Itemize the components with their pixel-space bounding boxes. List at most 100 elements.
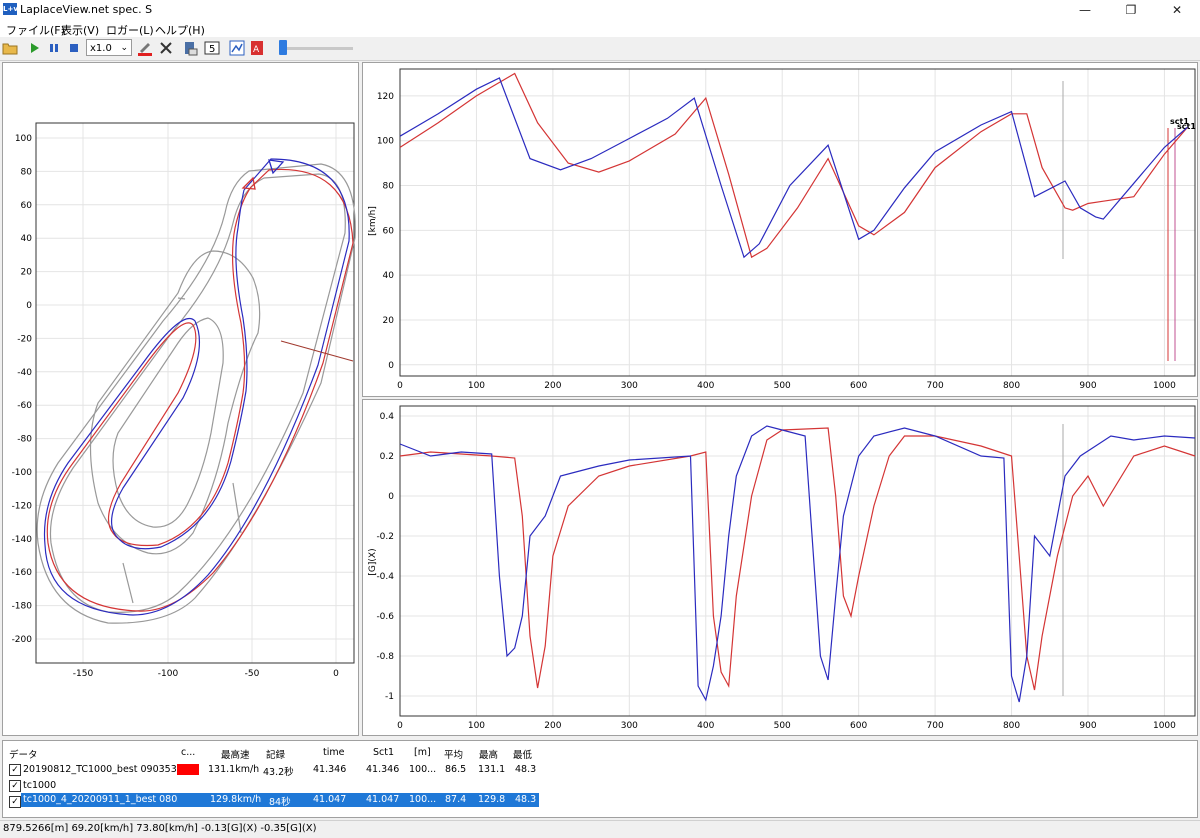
stop-icon[interactable] — [66, 40, 82, 56]
row-name: tc1000_4_20200911_1_best 080237 — [23, 794, 178, 805]
y-tick-label: 120 — [377, 92, 394, 102]
g-chart-panel: 0.4 0.2 0 -0.2 -0.4 -0.6 -0.8 -1 0 100 200 300 400 5… — [362, 399, 1198, 736]
col-header-max[interactable]: 最高 — [479, 750, 499, 761]
col-header-color[interactable]: c... — [181, 747, 196, 758]
x-tick-label: 700 — [927, 721, 944, 731]
map-y-tick: 40 — [21, 234, 33, 244]
y-tick-label: -0.4 — [376, 572, 394, 582]
x-tick-label: 1000 — [1153, 721, 1176, 731]
title-bar: L+v LaplaceView.net spec. S — ❐ ✕ — [0, 0, 1200, 20]
map-y-tick: 60 — [21, 201, 33, 211]
open-folder-icon[interactable] — [2, 40, 18, 56]
chevron-down-icon: ⌄ — [120, 43, 128, 53]
menu-help[interactable]: ヘルプ(H) — [155, 24, 205, 37]
pause-icon[interactable] — [46, 40, 62, 56]
row-min: 48.3 — [515, 764, 537, 775]
restore-button[interactable]: ❐ — [1125, 3, 1137, 17]
x-tick-label: 100 — [468, 721, 485, 731]
x-tick-label: 200 — [544, 721, 561, 731]
start-finish-line — [280, 340, 354, 362]
x-tick-label: 500 — [774, 721, 791, 731]
x-tick-label: 600 — [850, 381, 867, 391]
row-top-speed: 131.1km/h — [208, 764, 260, 775]
col-header-data[interactable]: データ — [9, 750, 38, 761]
map-y-tick: 0 — [26, 301, 32, 311]
series-line-red — [399, 427, 1196, 691]
col-header-meters[interactable]: [m] — [414, 747, 431, 758]
y-tick-label: 20 — [383, 316, 395, 326]
table-row[interactable]: ✓ tc1000 — [3, 777, 543, 793]
map-y-tick: -200 — [12, 635, 33, 645]
play-icon[interactable] — [26, 40, 42, 56]
map-y-tick: -40 — [17, 368, 32, 378]
x-tick-label: 900 — [1079, 721, 1096, 731]
export-icon[interactable] — [183, 40, 199, 56]
map-x-tick: 0 — [333, 669, 339, 679]
map-y-tick: -180 — [12, 602, 33, 612]
row-checkbox[interactable]: ✓ — [9, 780, 21, 792]
x-tick-label: 700 — [927, 381, 944, 391]
col-header-record[interactable]: 記録 — [266, 750, 286, 761]
playback-slider-track[interactable] — [283, 47, 353, 50]
row-record: 84秒 — [269, 797, 291, 808]
row-record: 43.2秒 — [263, 767, 294, 778]
y-tick-label: -1 — [385, 692, 394, 702]
sct1-label-2: sct1 — [1177, 122, 1196, 131]
x-tick-label: 600 — [850, 721, 867, 731]
position-arrow-blue — [268, 159, 285, 175]
row-min: 48.3 — [515, 794, 537, 805]
playback-slider-thumb[interactable] — [279, 40, 287, 55]
window-title: LaplaceView.net spec. S — [20, 3, 153, 16]
map-x-tick: -100 — [158, 669, 179, 679]
lap-icon[interactable]: 5 — [204, 40, 220, 56]
row-meters: 100... — [409, 794, 437, 805]
graph-icon[interactable] — [229, 40, 245, 56]
delete-icon[interactable] — [158, 40, 174, 56]
x-tick-label: 100 — [468, 381, 485, 391]
table-row-selected[interactable]: tc1000_4_20200911_1_best 080237 129.8km/… — [21, 793, 539, 808]
track-map-panel: 100 80 60 40 20 0 -20 -40 -60 -80 -100 -120 -140 -160… — [2, 62, 359, 736]
g-chart: 0.4 0.2 0 -0.2 -0.4 -0.6 -0.8 -1 0 100 200 300 400 5… — [368, 405, 1196, 731]
menu-file[interactable]: ファイル(F) — [6, 24, 65, 37]
menu-logger[interactable]: ロガー(L) — [106, 24, 154, 37]
row-sct1: 41.346 — [366, 764, 400, 775]
color-swatch[interactable] — [177, 764, 199, 775]
map-y-tick: 20 — [21, 268, 33, 278]
toolbar: x1.0 ⌄ 5 A — [0, 37, 1200, 61]
x-tick-label: 800 — [1003, 381, 1020, 391]
map-y-tick: -20 — [17, 334, 32, 344]
y-tick-label: -0.8 — [376, 652, 394, 662]
position-arrow-red — [241, 176, 256, 190]
map-y-tick: -100 — [12, 468, 33, 478]
status-bar: 879.5266[m] 69.20[km/h] 73.80[km/h] -0.1… — [0, 820, 1200, 838]
series-line-blue — [399, 77, 1188, 259]
col-header-min[interactable]: 最低 — [513, 750, 533, 761]
col-header-top-speed[interactable]: 最高速 — [221, 750, 250, 761]
map-x-tick: -50 — [245, 669, 260, 679]
x-tick-label: 800 — [1003, 721, 1020, 731]
menu-view[interactable]: 表示(V) — [61, 24, 100, 37]
col-header-avg[interactable]: 平均 — [444, 750, 464, 761]
close-button[interactable]: ✕ — [1171, 3, 1183, 17]
y-tick-label: 80 — [383, 182, 395, 192]
x-tick-label: 1000 — [1153, 381, 1176, 391]
table-row[interactable]: ✓ 20190812_TC1000_best 090353 131.1km/h … — [3, 761, 543, 778]
series-line-red — [399, 72, 1188, 259]
zoom-value: x1.0 — [90, 43, 112, 54]
pdf-icon[interactable]: A — [249, 40, 265, 56]
speed-chart-panel: 120 100 80 60 40 20 0 0 100 200 300 400 500 600 700 80… — [362, 62, 1198, 397]
x-tick-label: 400 — [697, 721, 714, 731]
row-checkbox[interactable]: ✓ — [9, 764, 21, 776]
minimize-button[interactable]: — — [1079, 3, 1091, 17]
y-tick-label: 100 — [377, 137, 394, 147]
zoom-select[interactable]: x1.0 ⌄ — [86, 39, 132, 56]
color-pen-icon[interactable] — [137, 40, 153, 56]
row-time: 41.346 — [313, 764, 347, 775]
x-tick-label: 0 — [397, 721, 403, 731]
driven-line-red — [46, 168, 354, 612]
y-tick-label: 60 — [383, 226, 395, 236]
col-header-time[interactable]: time — [323, 747, 345, 758]
row-checkbox[interactable]: ✓ — [9, 796, 21, 808]
col-header-sct1[interactable]: Sct1 — [373, 747, 395, 758]
row-max: 131.1 — [478, 764, 506, 775]
